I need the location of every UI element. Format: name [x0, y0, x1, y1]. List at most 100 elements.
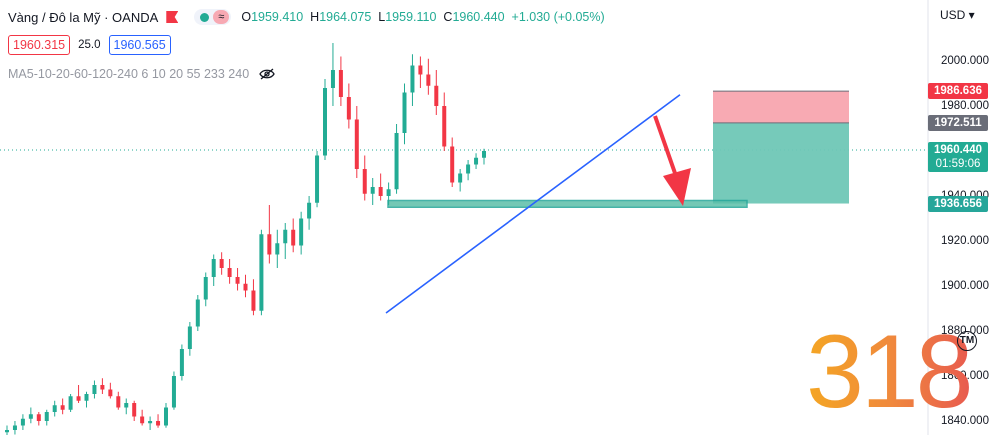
candle — [203, 277, 208, 300]
candle — [362, 169, 367, 194]
candle — [283, 229, 288, 244]
candle — [275, 243, 280, 255]
candle — [386, 189, 391, 196]
candle — [378, 187, 383, 196]
high-value: 1964.075 — [319, 10, 372, 24]
candle — [156, 421, 161, 426]
indicator-legend[interactable]: MA5-10-20-60-120-240 6 10 20 55 233 240 — [8, 67, 275, 81]
flag-icon[interactable] — [166, 11, 179, 23]
candle — [370, 187, 375, 194]
watermark-logo: 318 — [806, 314, 974, 430]
candle — [330, 70, 335, 88]
axis-tick: 1900.000 — [941, 280, 989, 292]
candle — [442, 106, 447, 147]
candle — [132, 403, 137, 417]
hidden-eye-icon[interactable] — [259, 68, 275, 80]
target-price-tag: 1986.636 — [928, 83, 988, 99]
candle — [291, 229, 296, 246]
candle — [124, 403, 129, 408]
axis-tick: 2000.000 — [941, 55, 989, 67]
candle — [195, 299, 200, 327]
candle — [211, 259, 216, 277]
stop-price-tag: 1936.656 — [928, 196, 988, 212]
candle — [243, 283, 248, 291]
trade-buttons: 1960.315 25.0 1960.565 — [8, 35, 171, 55]
stop-loss-zone — [713, 91, 849, 123]
candle — [259, 234, 264, 311]
candle — [36, 414, 41, 421]
candle — [458, 173, 463, 183]
candle — [28, 414, 33, 419]
arrow-shaft — [653, 115, 678, 177]
symbol-title[interactable]: Vàng / Đô la Mỹ · OANDA — [8, 9, 159, 25]
candle — [482, 151, 486, 158]
support-zone — [387, 199, 748, 208]
candle — [68, 396, 73, 410]
change-value: +1.030 (+0.05%) — [511, 10, 605, 24]
candle — [402, 92, 407, 133]
candle — [12, 425, 17, 430]
candle — [60, 405, 65, 410]
market-status-pill[interactable]: ≈ — [194, 9, 232, 25]
spread-value: 25.0 — [78, 39, 101, 51]
candle — [84, 394, 89, 401]
candle — [410, 65, 415, 93]
candle — [171, 376, 176, 408]
candle — [100, 385, 105, 390]
candle — [315, 155, 320, 203]
candle — [140, 416, 145, 424]
axis-tick: 1840.000 — [941, 415, 989, 427]
axis-tick: 1920.000 — [941, 235, 989, 247]
ohlc-values: O1959.410 H1964.075 L1959.110 C1960.440 … — [241, 10, 605, 24]
candle — [219, 259, 224, 268]
candle — [267, 234, 272, 255]
last-price-tag: 1960.440 01:59:06 — [928, 142, 988, 172]
wave-icon: ≈ — [213, 10, 230, 24]
candle — [346, 97, 351, 120]
candle — [466, 164, 471, 174]
candle — [434, 85, 439, 106]
buy-button[interactable]: 1960.565 — [108, 35, 171, 55]
candle — [474, 157, 479, 165]
axis-tick: 1860.000 — [941, 370, 989, 382]
market-open-icon — [200, 12, 210, 22]
close-value: 1960.440 — [452, 10, 505, 24]
candle — [354, 119, 359, 169]
candle — [116, 396, 121, 408]
candle — [20, 418, 25, 426]
trademark-icon: TM — [957, 331, 977, 351]
entry-price-tag: 1972.511 — [928, 115, 988, 131]
symbol-header: Vàng / Đô la Mỹ · OANDA ≈ O1959.410 H196… — [8, 9, 605, 25]
candle — [44, 412, 49, 421]
bar-countdown: 01:59:06 — [935, 158, 981, 170]
candle — [426, 74, 431, 86]
candle — [251, 290, 256, 311]
low-value: 1959.110 — [385, 10, 437, 24]
candle — [307, 202, 312, 219]
candle — [92, 385, 97, 394]
arrow-head-icon — [663, 168, 691, 206]
candle — [164, 407, 168, 426]
candle — [418, 65, 423, 75]
profit-zone — [713, 122, 849, 204]
candle — [179, 349, 184, 376]
candle — [235, 277, 240, 284]
currency-selector[interactable]: USD ▾ — [940, 8, 975, 22]
candle — [227, 268, 232, 277]
candle — [76, 396, 81, 401]
candle — [450, 146, 455, 183]
candle — [323, 88, 327, 156]
candle — [52, 405, 57, 412]
candle — [108, 389, 113, 397]
indicator-label: MA5-10-20-60-120-240 6 10 20 55 233 240 — [8, 67, 250, 81]
trendline — [385, 94, 681, 314]
candle — [299, 218, 304, 246]
candle — [394, 133, 399, 190]
candle — [187, 326, 192, 349]
sell-button[interactable]: 1960.315 — [8, 35, 71, 55]
candle — [5, 430, 9, 433]
axis-tick: 1980.000 — [941, 100, 989, 112]
candle — [148, 421, 153, 424]
